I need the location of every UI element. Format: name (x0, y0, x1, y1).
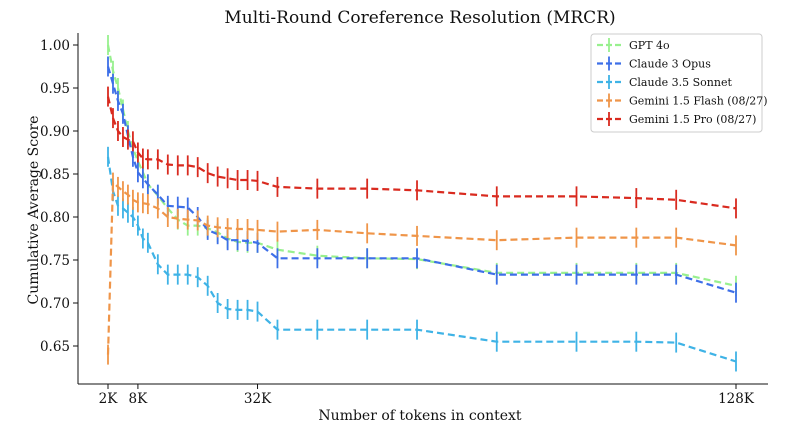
x-tick-label: 128K (718, 391, 755, 407)
legend-item: Gemini 1.5 Flash (08/27) (597, 93, 768, 108)
legend-label: Claude 3 Opus (629, 58, 711, 71)
x-axis-label: Number of tokens in context (318, 408, 522, 424)
y-tick-label: 0.95 (40, 81, 70, 97)
y-axis-label: Cumulative Average Score (26, 116, 42, 305)
legend-item: GPT 4o (597, 38, 670, 52)
y-tick-label: 0.70 (40, 296, 70, 312)
y-tick-label: 1.00 (40, 38, 70, 54)
series-gemini-1-5-pro-08-27 (106, 86, 737, 219)
series-gemini-1-5-flash-08-27 (106, 172, 737, 365)
y-tick-label: 0.80 (40, 210, 70, 226)
y-tick-label: 0.85 (40, 167, 70, 183)
y-tick-label: 0.75 (40, 253, 70, 269)
legend-label: Gemini 1.5 Flash (08/27) (629, 95, 768, 108)
y-tick-label: 0.65 (40, 339, 70, 355)
x-tick-label: 2K (99, 391, 119, 407)
chart-title: Multi-Round Coreference Resolution (MRCR… (224, 8, 615, 28)
series-claude-3-5-sonnet (106, 146, 737, 372)
legend-label: Claude 3.5 Sonnet (629, 76, 732, 89)
series-line (106, 96, 737, 210)
axes: 0.65 0.70 0.75 0.80 0.85 0.90 0.95 1.00 2K 8K 32K 1… (40, 33, 768, 407)
legend-label: Gemini 1.5 Pro (08/27) (629, 113, 756, 126)
legend-item: Gemini 1.5 Pro (08/27) (597, 112, 756, 126)
series-line (106, 180, 737, 355)
legend-item: Claude 3 Opus (597, 56, 711, 71)
x-tick-label: 32K (244, 391, 272, 407)
legend: GPT 4o Claude 3 Opus Claude 3.5 Sonnet Gemi… (590, 33, 768, 133)
legend-item: Claude 3.5 Sonnet (597, 75, 732, 89)
series-layer (106, 35, 737, 372)
y-tick-label: 0.90 (40, 124, 70, 140)
legend-box (590, 33, 763, 133)
legend-label: GPT 4o (629, 39, 670, 52)
x-tick-label: 8K (129, 391, 149, 407)
